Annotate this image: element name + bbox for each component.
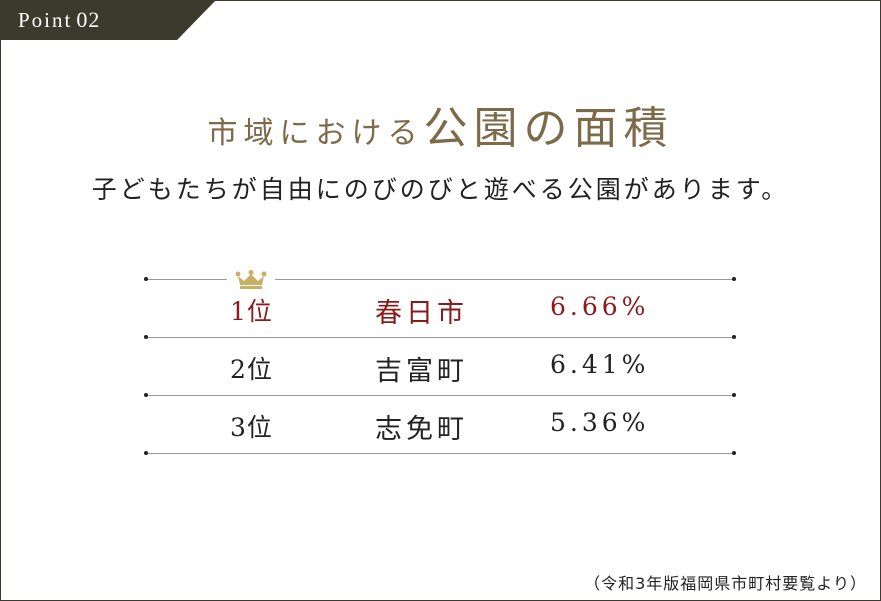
crown-icon [235, 270, 267, 289]
city-name: 志免町 [375, 414, 468, 445]
park-ratio: 6.66% [550, 292, 650, 321]
ranking-table: 1位 春日市 6.66% 2位 吉富町 6.41% 3位 志免町 5.36% [144, 270, 736, 455]
ranking-row-3: 3位 志免町 5.36% [145, 395, 735, 452]
park-ratio: 5.36% [550, 408, 650, 437]
point-badge-word: Point [18, 8, 73, 32]
table-rule-bottom [144, 451, 736, 455]
page-title: 市域における公園の面積 [0, 92, 881, 156]
point-badge-text: Point 02 [18, 7, 100, 33]
table-rule-top-left [144, 277, 227, 281]
rank-label: 3位 [230, 413, 273, 442]
source-note: （令和3年版福岡県市町村要覧より） [584, 574, 867, 593]
table-rule [144, 335, 736, 339]
city-name: 春日市 [375, 298, 468, 329]
ranking-row-2: 2位 吉富町 6.41% [145, 337, 735, 394]
city-name: 吉富町 [375, 356, 468, 387]
point-badge: Point 02 [0, 0, 216, 40]
rank-label: 2位 [230, 355, 273, 384]
point-badge-number: 02 [76, 7, 101, 32]
page-subtitle: 子どもたちが自由にのびのびと遊べる公園があります。 [91, 175, 790, 204]
ranking-row-1: 1位 春日市 6.66% [145, 279, 735, 336]
title-part-1: 市域における [207, 116, 424, 151]
title-part-2: 公園の面積 [423, 103, 674, 154]
table-rule-top-right [275, 277, 736, 281]
rank-label: 1位 [230, 297, 273, 326]
table-rule [144, 393, 736, 397]
park-ratio: 6.41% [550, 350, 650, 379]
